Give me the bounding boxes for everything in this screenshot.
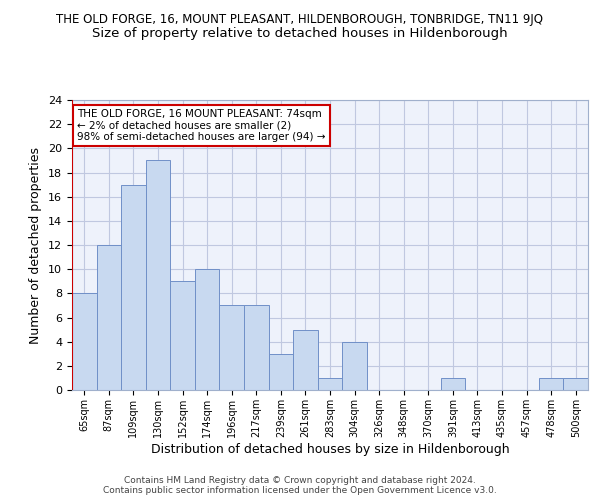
Bar	[440, 378, 465, 390]
Bar	[121, 184, 146, 390]
Bar	[318, 378, 342, 390]
Text: Size of property relative to detached houses in Hildenborough: Size of property relative to detached ho…	[92, 28, 508, 40]
Text: Contains HM Land Registry data © Crown copyright and database right 2024.
Contai: Contains HM Land Registry data © Crown c…	[103, 476, 497, 495]
Bar	[146, 160, 170, 390]
Bar	[563, 378, 588, 390]
Y-axis label: Number of detached properties: Number of detached properties	[29, 146, 43, 344]
Text: THE OLD FORGE, 16, MOUNT PLEASANT, HILDENBOROUGH, TONBRIDGE, TN11 9JQ: THE OLD FORGE, 16, MOUNT PLEASANT, HILDE…	[56, 12, 544, 26]
Bar	[539, 378, 563, 390]
Bar	[342, 342, 367, 390]
Bar	[195, 269, 220, 390]
Bar	[269, 354, 293, 390]
Bar	[97, 245, 121, 390]
X-axis label: Distribution of detached houses by size in Hildenborough: Distribution of detached houses by size …	[151, 442, 509, 456]
Bar	[293, 330, 318, 390]
Bar	[244, 306, 269, 390]
Bar	[170, 281, 195, 390]
Bar	[220, 306, 244, 390]
Text: THE OLD FORGE, 16 MOUNT PLEASANT: 74sqm
← 2% of detached houses are smaller (2)
: THE OLD FORGE, 16 MOUNT PLEASANT: 74sqm …	[77, 108, 326, 142]
Bar	[72, 294, 97, 390]
